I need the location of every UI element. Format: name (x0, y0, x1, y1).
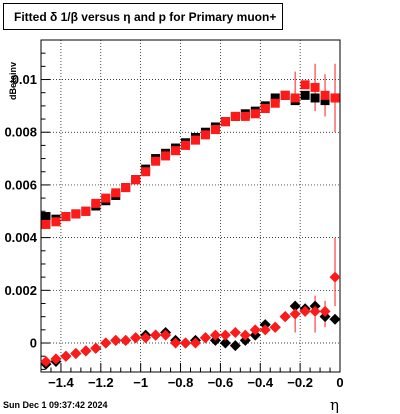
diamond-marker (189, 337, 201, 349)
square-marker (190, 135, 200, 145)
diamond-marker (110, 334, 122, 346)
tick-labels: −1.4 −1.2 −1 −0.8 −0.6 −0.4 −0.2 0 0 0.002 0.004 0.… (4, 72, 343, 390)
diamond-marker (329, 271, 341, 283)
square-marker (280, 90, 290, 100)
x-tick-label: −0.6 (208, 375, 234, 390)
x-tick-label: −0.8 (168, 375, 194, 390)
square-marker (310, 93, 320, 103)
x-tick-label: −0.4 (247, 375, 273, 390)
y-tick-label: 0.004 (4, 230, 37, 245)
square-marker (151, 156, 161, 166)
square-marker (71, 209, 81, 219)
square-marker (260, 104, 270, 114)
square-marker (320, 96, 330, 106)
square-marker (290, 93, 300, 103)
chart-title: Fitted δ 1/β versus η and p for Primary … (14, 10, 277, 24)
square-marker (220, 117, 230, 127)
diamond-marker (70, 348, 82, 360)
square-marker (121, 183, 131, 193)
square-marker (320, 90, 330, 100)
y-tick-label: 0.008 (4, 125, 37, 140)
diamond-marker (289, 300, 301, 312)
y-axis-title: dBetainv (8, 40, 28, 100)
square-marker (330, 93, 340, 103)
axis-ticks (40, 52, 341, 372)
diamond-marker (170, 337, 182, 349)
x-tick-label: −0.2 (287, 375, 313, 390)
square-marker (41, 219, 51, 229)
diamond-marker (249, 324, 261, 336)
diamond-marker (219, 337, 231, 349)
grid (41, 40, 340, 372)
square-marker (101, 193, 111, 203)
square-marker (270, 93, 280, 103)
square-marker (250, 109, 260, 119)
square-marker (111, 188, 121, 198)
diamond-marker (239, 329, 251, 341)
diamond-marker (229, 340, 241, 352)
diamond-marker (219, 329, 231, 341)
square-marker (131, 175, 141, 185)
diamond-marker (259, 324, 271, 336)
diamond-marker (319, 305, 331, 317)
diamond-marker (60, 350, 72, 362)
diamond-marker (120, 334, 132, 346)
diamond-marker (209, 329, 221, 341)
diamond-marker (329, 313, 341, 325)
diamond-marker (299, 305, 311, 317)
diamond-marker (80, 345, 92, 357)
x-tick-label: −1.2 (88, 375, 114, 390)
diamond-marker (150, 329, 162, 341)
y-tick-label: 0.01 (12, 72, 37, 87)
square-marker (171, 146, 181, 156)
diamond-marker (160, 329, 172, 341)
square-marker (91, 198, 101, 208)
y-tick-label: 0 (30, 336, 37, 351)
square-marker (181, 140, 191, 150)
x-tick-label: −1.4 (48, 375, 74, 390)
square-marker (240, 111, 250, 121)
square-marker (61, 212, 71, 222)
square-marker (200, 130, 210, 140)
square-marker (300, 90, 310, 100)
diamond-marker (199, 332, 211, 344)
square-marker (51, 217, 61, 227)
x-axis-label: η (330, 396, 339, 414)
diamond-marker (50, 353, 62, 365)
square-marker (141, 167, 151, 177)
square-marker (310, 82, 320, 92)
data-markers (40, 80, 341, 370)
diamond-marker (269, 321, 281, 333)
y-axis-label: dBetainv (8, 61, 18, 100)
diamond-marker (309, 305, 321, 317)
chart-title-box: Fitted δ 1/β versus η and p for Primary … (3, 3, 283, 30)
diamond-marker (90, 342, 102, 354)
diamond-marker (229, 326, 241, 338)
diamond-marker (279, 311, 291, 323)
x-tick-label: −1 (133, 375, 148, 390)
y-tick-label: 0.002 (4, 283, 37, 298)
diamond-marker (289, 308, 301, 320)
square-marker (41, 212, 51, 222)
diamond-marker (140, 332, 152, 344)
diamond-marker (180, 337, 192, 349)
square-marker (210, 125, 220, 135)
square-marker (270, 98, 280, 108)
square-marker (230, 111, 240, 121)
square-marker (300, 80, 310, 90)
timestamp: Sun Dec 1 09:37:42 2024 (3, 400, 108, 410)
square-marker (161, 151, 171, 161)
x-tick-label: 0 (336, 375, 343, 390)
y-tick-label: 0.006 (4, 177, 37, 192)
diamond-marker (130, 332, 142, 344)
square-marker (81, 206, 91, 216)
diamond-marker (40, 355, 52, 367)
diamond-marker (100, 337, 112, 349)
